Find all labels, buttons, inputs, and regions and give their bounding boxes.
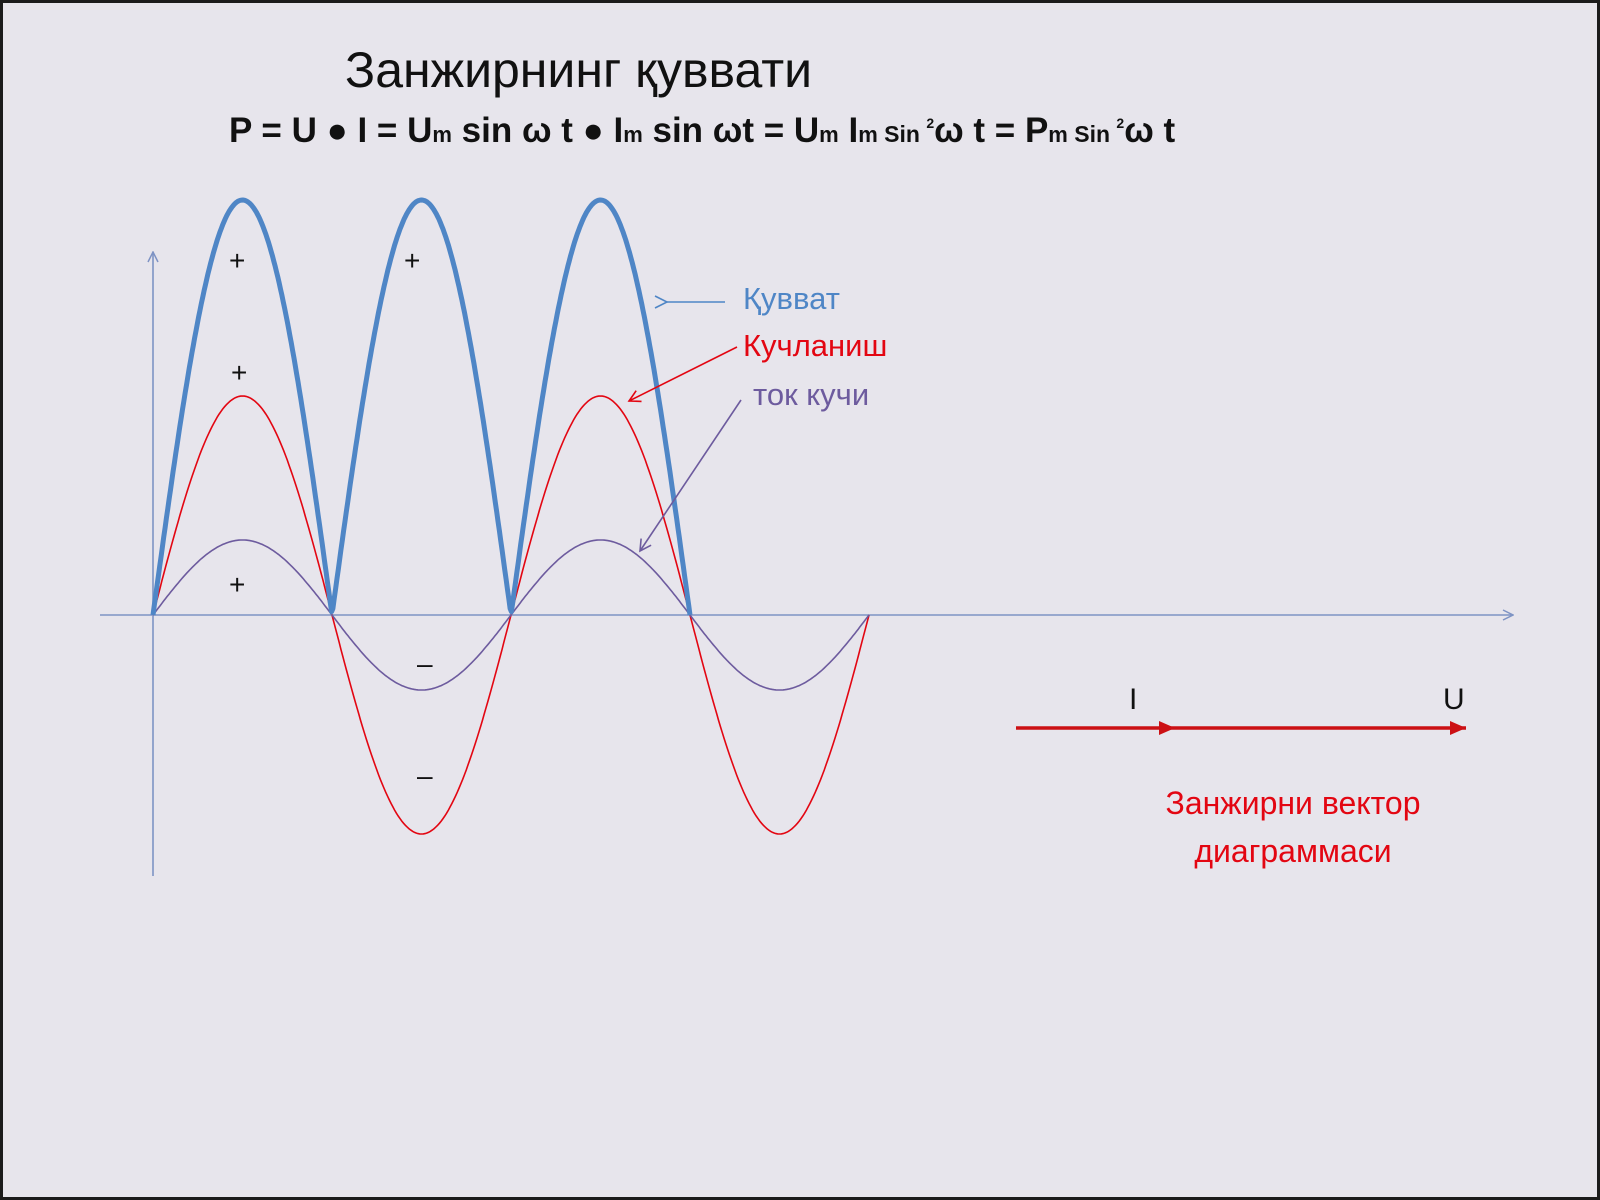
- formula-part: ω t = P: [934, 111, 1049, 150]
- formula-subscript: m: [819, 122, 839, 147]
- slide: Занжирнинг қуввати P = U ● I = Um sin ω …: [3, 3, 1597, 1197]
- vector-u-label: U: [1443, 683, 1465, 716]
- formula-superscript: 2: [926, 115, 935, 131]
- formula-part: ω t: [1124, 111, 1176, 150]
- formula-sin: Sin: [877, 121, 927, 147]
- legend-power-label: Қувват: [743, 281, 840, 316]
- vector-diagram-caption: Занжирни вектор диаграммаси: [1123, 779, 1463, 875]
- plus-sign: +: [229, 569, 246, 600]
- waveform-diagram: [100, 197, 1597, 876]
- caption-line: Занжирни вектор: [1165, 785, 1421, 821]
- plus-sign: +: [231, 357, 248, 388]
- legend-current-label: ток кучи: [753, 377, 870, 412]
- minus-sign: –: [417, 760, 433, 791]
- formula-sin: Sin: [1067, 121, 1117, 147]
- formula-part: sin ωt = U: [642, 111, 820, 150]
- vector-i-label: I: [1129, 683, 1138, 716]
- minus-sign: –: [417, 648, 433, 679]
- formula-subscript: m: [858, 122, 878, 147]
- current-wave: [152, 539, 870, 691]
- plus-sign: +: [404, 245, 421, 276]
- power-wave: [150, 197, 693, 616]
- slide-title: Занжирнинг қуввати: [345, 42, 813, 98]
- formula-superscript: 2: [1116, 115, 1125, 131]
- current-pointer-arrow: [639, 399, 742, 553]
- plus-sign: +: [229, 245, 246, 276]
- formula-part: I: [838, 111, 859, 150]
- formula-subscript: m: [432, 122, 452, 147]
- voltage-pointer-arrow: [627, 346, 738, 403]
- legend-voltage-label: Кучланиш: [743, 328, 888, 363]
- power-formula: P = U ● I = Um sin ω t ● Im sin ωt = Um …: [229, 111, 1175, 151]
- formula-part: P = U ● I = U: [229, 111, 433, 150]
- formula-part: sin ω t ● I: [451, 111, 624, 150]
- formula-subscript: m: [623, 122, 643, 147]
- formula-subscript: m: [1048, 122, 1068, 147]
- caption-line: диаграммаси: [1194, 833, 1392, 869]
